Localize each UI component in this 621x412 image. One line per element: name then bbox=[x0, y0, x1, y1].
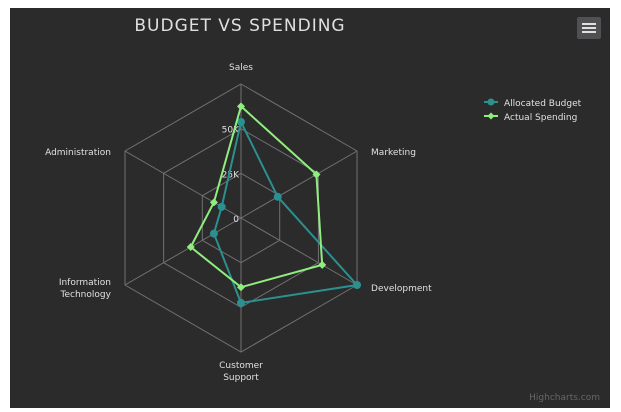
data-point[interactable] bbox=[237, 102, 245, 111]
series-line bbox=[189, 104, 324, 289]
category-label-line: Customer bbox=[219, 361, 263, 371]
data-point[interactable] bbox=[209, 229, 218, 238]
legend-symbol-marker[interactable] bbox=[487, 112, 495, 120]
data-point[interactable] bbox=[353, 281, 362, 289]
data-point[interactable] bbox=[273, 192, 282, 201]
credits-link[interactable]: Highcharts.com bbox=[529, 393, 600, 403]
data-point[interactable] bbox=[237, 298, 245, 307]
context-menu-button[interactable] bbox=[577, 17, 601, 39]
radial-tick-label: 50K bbox=[222, 126, 240, 136]
category-label: Information Technology bbox=[59, 278, 112, 300]
data-point[interactable] bbox=[217, 202, 226, 211]
category-label-line: Development bbox=[371, 284, 432, 294]
chart-title: BUDGET VS SPENDING bbox=[134, 16, 346, 36]
category-label-line: Information bbox=[59, 278, 111, 288]
radial-tick-label: 25K bbox=[222, 170, 240, 180]
data-point[interactable] bbox=[237, 283, 245, 292]
category-label: Administration bbox=[45, 148, 111, 158]
legend-item-label[interactable]: Actual Spending bbox=[504, 113, 577, 123]
grid-spoke bbox=[124, 217, 242, 286]
data-point[interactable] bbox=[186, 243, 195, 252]
hamburger-menu-icon bbox=[582, 23, 596, 25]
radial-tick-label: 0 bbox=[233, 215, 239, 225]
category-label-line: Technology bbox=[60, 290, 112, 300]
data-point[interactable] bbox=[209, 198, 218, 207]
hamburger-menu-icon-line bbox=[582, 31, 596, 33]
category-label: Development bbox=[371, 284, 432, 294]
category-label-line: Administration bbox=[45, 148, 111, 158]
hamburger-menu-icon-line bbox=[582, 27, 596, 29]
radar-chart: 0 25K 50K Sales Marketing Development Customer… bbox=[45, 63, 582, 383]
grid-spoke bbox=[240, 217, 358, 286]
grid-spoke bbox=[240, 150, 358, 219]
legend-item-label[interactable]: Allocated Budget bbox=[504, 99, 582, 109]
data-point[interactable] bbox=[237, 117, 245, 126]
data-point[interactable] bbox=[312, 170, 321, 179]
legend-symbol-marker[interactable] bbox=[487, 98, 495, 106]
category-label-line: Marketing bbox=[371, 148, 416, 158]
category-label: Sales bbox=[229, 63, 253, 73]
category-label-line: Sales bbox=[229, 63, 253, 73]
chart-container: BUDGET VS SPENDING 0 25K 50K Sales Marketing… bbox=[10, 8, 610, 408]
category-label: Customer Support bbox=[219, 361, 263, 383]
category-label: Marketing bbox=[371, 148, 416, 158]
category-label-line: Support bbox=[223, 373, 259, 383]
data-point[interactable] bbox=[318, 260, 327, 269]
